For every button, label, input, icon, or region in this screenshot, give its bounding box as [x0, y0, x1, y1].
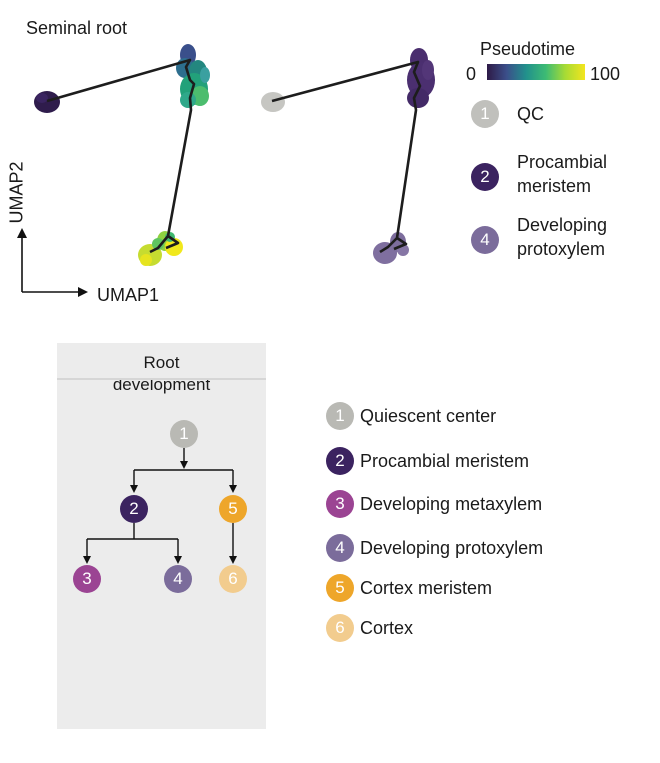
development-title-line-1: Root [143, 353, 180, 372]
celltype-label-developing-metaxylem: Developing metaxylem [360, 494, 543, 514]
celltype-label-quiescent-center: Quiescent center [360, 406, 497, 426]
umap-axes [17, 228, 88, 297]
axis-up-arrow-icon [17, 228, 27, 238]
celltype-label-cortex-meristem: Cortex meristem [360, 578, 493, 598]
development-panel [57, 343, 266, 729]
umap-trajectory-line [46, 58, 196, 254]
legend-label-procambial-2: meristem [517, 176, 592, 196]
legend-badge-4: 4 [471, 226, 499, 254]
celltype-badge-3: 3 [326, 490, 354, 518]
umap-clusters [261, 48, 435, 264]
umap-plots [17, 44, 435, 297]
umap-pseudotime [34, 44, 210, 266]
pseudotime-title: Pseudotime [480, 39, 576, 59]
celltype-badge-2: 2 [326, 447, 354, 475]
tree-node-4: 4 [164, 565, 192, 593]
axis-right-arrow-icon [78, 287, 88, 297]
umap-cluster-protoxylem [373, 242, 397, 264]
legend-badge-1: 1 [471, 100, 499, 128]
umap-trajectory-line-right [271, 60, 422, 254]
tree-node-6: 6 [219, 565, 247, 593]
pseudotime-colorbar [487, 64, 585, 80]
legend-label-procambial-1: Procambial [517, 152, 608, 172]
pseudotime-max: 100 [590, 64, 621, 84]
celltype-badge-1: 1 [326, 402, 354, 430]
celltype-label-cortex: Cortex [360, 618, 414, 638]
x-axis-label: UMAP1 [97, 285, 160, 305]
tree-node-3: 3 [73, 565, 101, 593]
celltype-badge-6: 6 [326, 614, 354, 642]
tree-node-1: 1 [170, 420, 198, 448]
pseudotime-min: 0 [466, 64, 477, 84]
tree-node-2: 2 [120, 495, 148, 523]
legend-badge-2: 2 [471, 163, 499, 191]
legend-label-protoxylem-2: protoxylem [517, 239, 606, 259]
tree-node-5: 5 [219, 495, 247, 523]
legend-label-protoxylem-1: Developing [517, 215, 608, 235]
celltype-label-procambial-meristem: Procambial meristem [360, 451, 530, 471]
celltype-label-developing-protoxylem: Developing protoxylem [360, 538, 544, 558]
development-divider [57, 378, 266, 380]
celltype-badge-5: 5 [326, 574, 354, 602]
umap-title: Seminal root [26, 18, 128, 38]
celltype-badge-4: 4 [326, 534, 354, 562]
legend-label-qc: QC [517, 104, 544, 124]
